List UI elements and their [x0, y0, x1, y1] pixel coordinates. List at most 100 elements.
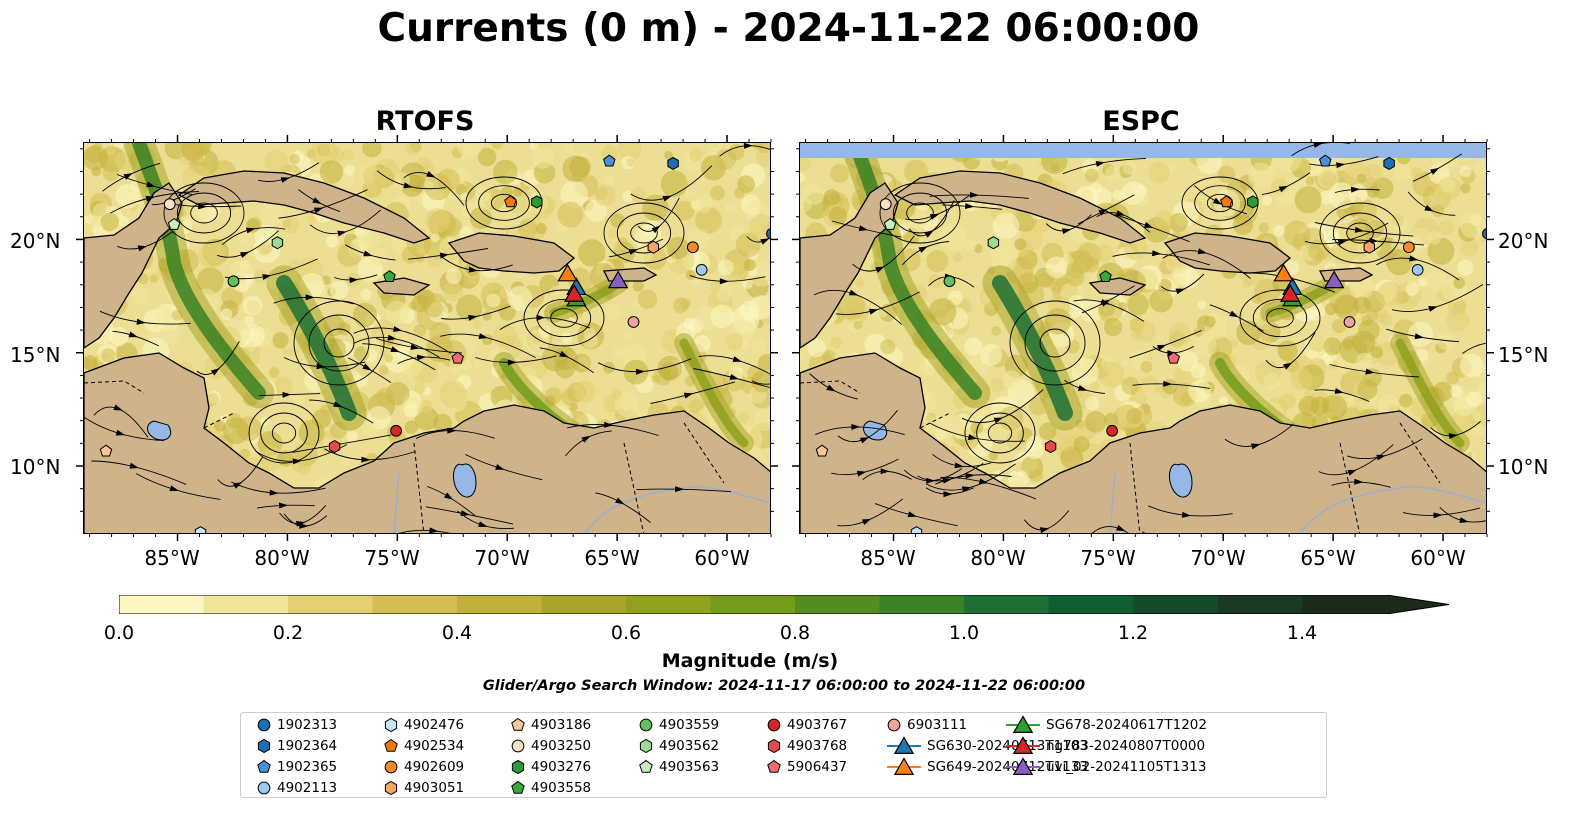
- legend-item-4903250: 4903250: [511, 736, 591, 756]
- legend-label: uvi_02-20241105T1313: [1046, 759, 1207, 775]
- legend-label: 4903186: [531, 717, 592, 733]
- legend-marker: [1012, 715, 1034, 733]
- platform-marker-1902364: [667, 156, 679, 170]
- hexagon-marker-icon: [257, 738, 271, 754]
- legend-item-4903186: 4903186: [511, 715, 591, 735]
- legend-marker: [639, 759, 653, 773]
- lon-label-65w-left: 65°W: [584, 546, 640, 570]
- panel-title-espc: ESPC: [1102, 106, 1180, 137]
- legend-marker: [767, 738, 781, 754]
- legend: 1902313 1902364 1902365 4902113 4902476 49025…: [240, 712, 1327, 798]
- triangle-marker-icon: [1006, 736, 1040, 754]
- legend-label: SG678-20240617T1202: [1046, 717, 1207, 733]
- hexagon-marker-icon: [639, 738, 653, 754]
- platform-marker-4903559: [227, 275, 240, 288]
- legend-item-4903563: 4903563: [639, 757, 719, 777]
- triangle-marker-icon: [1006, 757, 1040, 775]
- legend-item-4903562: 4903562: [639, 736, 719, 756]
- map-canvas-espc: [800, 143, 1486, 533]
- platform-marker-4903768: [328, 440, 341, 454]
- platform-marker-4903559: [943, 275, 956, 288]
- colorbar-tick-1: 0.2: [272, 622, 304, 644]
- platform-marker-1902313: [1482, 228, 1486, 240]
- colorbar-tick-4: 0.8: [779, 622, 811, 644]
- legend-item-4902476: 4902476: [384, 715, 464, 735]
- pentagon-marker-icon: [384, 738, 398, 752]
- legend-marker: [511, 780, 525, 794]
- legend-item-5906437: 5906437: [767, 757, 847, 777]
- lon-label-70w-right: 70°W: [1190, 546, 1246, 570]
- circle-marker-icon: [257, 718, 271, 732]
- lon-label-60w-right: 60°W: [1410, 546, 1466, 570]
- legend-label: 4903559: [659, 717, 720, 733]
- legend-label: 4903276: [531, 759, 592, 775]
- platform-marker-1902365: [603, 154, 616, 167]
- lat-label-15n-left: 15°N: [10, 343, 61, 367]
- legend-label: 4902609: [404, 759, 465, 775]
- platform-marker-4903562: [271, 236, 284, 250]
- platform-marker-1902365: [1319, 154, 1332, 167]
- platform-marker-uvi_02-20241105T1313: [1323, 270, 1345, 289]
- legend-marker: [511, 717, 525, 731]
- platform-marker-4903558: [1099, 270, 1112, 282]
- legend-label: 4903767: [787, 717, 848, 733]
- legend-label: 4902113: [277, 780, 338, 796]
- lon-label-85w-right: 85°W: [860, 546, 916, 570]
- legend-label: 4902476: [404, 717, 465, 733]
- platform-marker-4902476: [194, 526, 207, 533]
- platform-marker-6903111: [627, 316, 640, 328]
- legend-marker: [511, 739, 525, 753]
- legend-marker: [767, 718, 781, 732]
- platform-marker-4903250: [879, 198, 892, 211]
- legend-label: 4903562: [659, 738, 720, 754]
- platform-marker-4903186: [99, 444, 113, 457]
- legend-item-6903111: 6903111: [887, 715, 967, 735]
- lon-label-80w-left: 80°W: [254, 546, 310, 570]
- legend-marker: [384, 760, 398, 774]
- legend-marker: [893, 757, 915, 775]
- legend-marker: [257, 781, 271, 795]
- lat-label-15n-right: 15°N: [1498, 343, 1549, 367]
- platform-marker-4903558: [383, 270, 396, 282]
- legend-marker: [384, 780, 398, 796]
- hexagon-marker-icon: [384, 780, 398, 796]
- legend-label: 5906437: [787, 759, 848, 775]
- platform-marker-4902534: [504, 195, 517, 208]
- pentagon-marker-icon: [767, 759, 781, 773]
- platform-marker-6903111: [1343, 316, 1356, 328]
- figure-title: Currents (0 m) - 2024-11-22 06:00:00: [377, 6, 1200, 51]
- hexagon-marker-icon: [511, 759, 525, 775]
- platform-marker-4902609: [686, 241, 699, 254]
- legend-label: 1902365: [277, 759, 338, 775]
- platform-marker-4903767: [390, 424, 403, 437]
- lat-label-10n-left: 10°N: [10, 455, 61, 479]
- colorbar-tick-6: 1.2: [1117, 622, 1149, 644]
- platform-marker-uvi_02-20241105T1313: [607, 270, 629, 289]
- legend-label: ng783-20240807T0000: [1046, 738, 1206, 754]
- platform-marker-4903563: [167, 217, 181, 230]
- lon-label-65w-right: 65°W: [1300, 546, 1356, 570]
- lon-label-75w-right: 75°W: [1080, 546, 1136, 570]
- legend-marker: [257, 759, 271, 773]
- legend-marker: [639, 738, 653, 754]
- legend-marker: [887, 718, 901, 732]
- legend-marker: [1012, 736, 1034, 754]
- platform-marker-4903562: [987, 236, 1000, 250]
- pentagon-marker-icon: [511, 717, 525, 731]
- lat-label-20n-left: 20°N: [10, 229, 61, 253]
- lon-label-75w-left: 75°W: [364, 546, 420, 570]
- legend-item-SG678-20240617T1202: SG678-20240617T1202: [1006, 715, 1207, 735]
- legend-marker: [384, 738, 398, 752]
- legend-item-1902364: 1902364: [257, 736, 337, 756]
- legend-marker: [767, 759, 781, 773]
- legend-marker: [511, 759, 525, 775]
- search-window-caption: Glider/Argo Search Window: 2024-11-17 06…: [482, 678, 1086, 694]
- legend-item-4903276: 4903276: [511, 757, 591, 777]
- map-panel-espc: [799, 142, 1487, 534]
- legend-item-uvi_02-20241105T1313: uvi_02-20241105T1313: [1006, 757, 1206, 777]
- hexagon-marker-icon: [384, 717, 398, 733]
- platform-marker-4902113: [1411, 263, 1424, 276]
- circle-marker-icon: [257, 781, 271, 795]
- legend-item-ng783-20240807T0000: ng783-20240807T0000: [1006, 736, 1205, 756]
- platform-marker-4903051: [1363, 240, 1375, 254]
